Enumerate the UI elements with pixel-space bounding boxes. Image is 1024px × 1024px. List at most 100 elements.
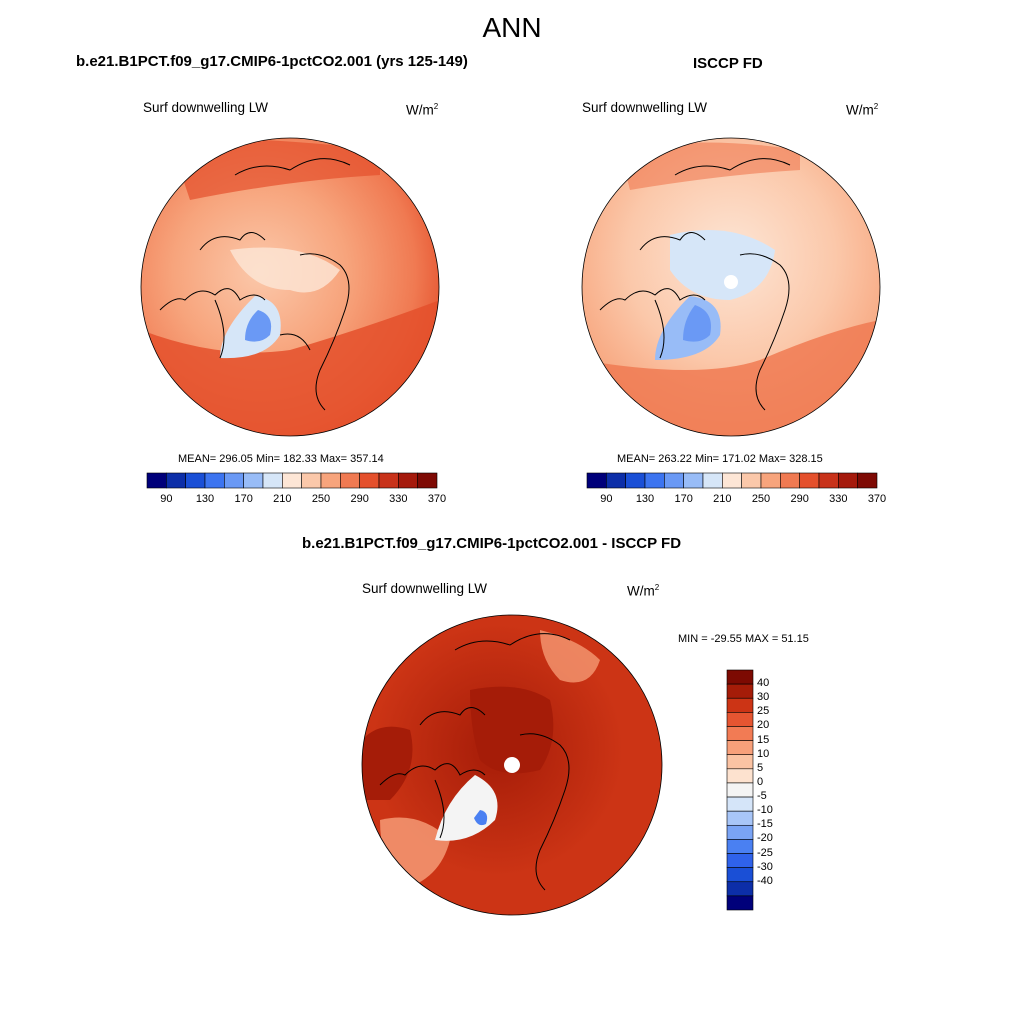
obs-colorbar-box	[625, 472, 646, 489]
obs-colorbar-tick-label: 90	[600, 493, 613, 505]
diff-colorbar-tick-label: 10	[757, 747, 770, 760]
obs-colorbar-box	[664, 472, 684, 489]
diff-greenland-negative	[474, 810, 488, 826]
model-stats: MEAN= 296.05 Min= 182.33 Max= 357.14	[178, 453, 384, 465]
diff-colorbar	[726, 669, 754, 911]
model-colorbar-tick-label: 170	[234, 493, 253, 505]
model-colorbar-box	[417, 472, 438, 489]
diff-colorbar-tick-label: 40	[757, 677, 770, 690]
obs-cold-arctic	[670, 230, 775, 300]
model-colorbar-box	[320, 472, 341, 489]
model-colorbar-box	[204, 472, 225, 489]
diff-colorbar-tick-label: -25	[757, 846, 773, 859]
diff-colorbar-tick-label: 30	[757, 691, 770, 704]
model-colorbar-box	[243, 472, 264, 489]
diff-colorbar-box	[726, 754, 754, 770]
obs-colorbar-tick-label: 170	[674, 493, 693, 505]
diff-colorbar-box	[726, 796, 754, 812]
obs-colorbar-box	[818, 472, 839, 489]
model-colorbar-box	[282, 472, 302, 489]
model-colorbar-box	[166, 472, 186, 489]
obs-colorbar-tick-label: 290	[790, 493, 809, 505]
obs-panel-heading: ISCCP FD	[693, 55, 763, 72]
model-colorbar-box	[340, 472, 360, 489]
model-colorbar-tick-label: 130	[195, 493, 215, 505]
model-map-border	[140, 137, 440, 437]
diff-polar-map	[362, 615, 662, 915]
diff-colorbar-box	[726, 726, 754, 741]
model-colorbar-box	[359, 472, 380, 489]
obs-colorbar-box	[741, 472, 762, 489]
obs-colorbar-box	[760, 472, 781, 489]
diff-colorbar-tick-label: -40	[757, 874, 773, 887]
obs-colorbar-box	[644, 472, 665, 489]
diff-colorbar-tick-label: 5	[757, 761, 764, 774]
model-colorbar-box	[378, 472, 399, 489]
model-greenland-core	[245, 310, 272, 342]
diff-pole-gap	[504, 757, 520, 773]
obs-colorbar-box	[857, 472, 878, 489]
model-colorbar-box	[398, 472, 418, 489]
diff-high-region-center	[470, 686, 554, 774]
diff-panel-heading: b.e21.B1PCT.f09_g17.CMIP6-1pctCO2.001 - …	[302, 535, 682, 552]
diff-colorbar-box	[726, 810, 754, 826]
diff-colorbar-tick-label: -15	[757, 818, 773, 831]
obs-colorbar-tick-label: 370	[867, 493, 887, 505]
model-variable-label: Surf downwelling LW	[143, 100, 269, 115]
diff-colorbar-box	[726, 782, 754, 798]
diff-colorbar-tick-label: 25	[757, 705, 770, 718]
model-colorbar-box	[146, 472, 167, 489]
diff-colorbar-tick-label: 0	[757, 775, 764, 788]
diff-variable-label: Surf downwelling LW	[362, 581, 488, 596]
model-colorbar	[146, 472, 438, 489]
obs-colorbar-box	[702, 472, 723, 489]
diff-colorbar-tick-label: -10	[757, 804, 773, 817]
diff-colorbar-box	[726, 740, 754, 756]
diff-colorbar-box	[726, 867, 754, 883]
model-warm-region-south	[141, 300, 439, 436]
diff-map-border	[361, 614, 663, 916]
model-colorbar-box	[262, 472, 283, 489]
diff-colorbar-box	[726, 881, 754, 897]
model-polar-map	[141, 138, 439, 436]
diff-coastlines	[379, 633, 571, 891]
obs-pole-gap	[724, 275, 738, 289]
diff-units-label: W/m2	[627, 583, 660, 599]
model-colorbar-box	[301, 472, 322, 489]
obs-coastlines	[599, 158, 791, 411]
diff-colorbar-box	[726, 683, 754, 699]
obs-colorbar-box	[586, 472, 607, 489]
diff-colorbar-box	[726, 669, 754, 685]
diff-colorbar-box	[726, 824, 754, 840]
obs-variable-label: Surf downwelling LW	[582, 100, 708, 115]
obs-colorbar-box	[606, 472, 626, 489]
diff-colorbar-tick-label: 15	[757, 733, 770, 746]
diff-colorbar-tick-label: -20	[757, 832, 773, 845]
obs-colorbar-tick-label: 330	[829, 493, 848, 505]
model-units-label: W/m2	[406, 102, 439, 118]
model-panel-heading: b.e21.B1PCT.f09_g17.CMIP6-1pctCO2.001 (y…	[76, 53, 468, 70]
model-colorbar-box	[185, 472, 206, 489]
obs-polar-map	[582, 138, 880, 436]
obs-map-border	[581, 137, 881, 437]
model-cool-region	[230, 247, 340, 293]
diff-colorbar-tick-label: -30	[757, 860, 773, 873]
obs-colorbar-box	[799, 472, 820, 489]
obs-colorbar	[586, 472, 878, 489]
diff-moderate-region-top	[540, 630, 600, 683]
diff-colorbar-box	[726, 697, 754, 713]
model-colorbar-tick-label: 210	[273, 493, 292, 505]
obs-colorbar-tick-label: 130	[635, 493, 655, 505]
obs-colorbar-box	[838, 472, 858, 489]
obs-greenland-core	[683, 305, 711, 342]
model-colorbar-box	[224, 472, 244, 489]
model-colorbar-tick-label: 290	[350, 493, 369, 505]
obs-units-label: W/m2	[846, 102, 879, 118]
obs-colorbar-tick-label: 250	[751, 493, 771, 505]
diff-high-region-left	[362, 726, 413, 800]
obs-stats: MEAN= 263.22 Min= 171.02 Max= 328.15	[617, 453, 823, 465]
model-colorbar-tick-label: 90	[160, 493, 173, 505]
model-colorbar-tick-label: 370	[427, 493, 447, 505]
obs-warm-region-south	[582, 320, 880, 436]
